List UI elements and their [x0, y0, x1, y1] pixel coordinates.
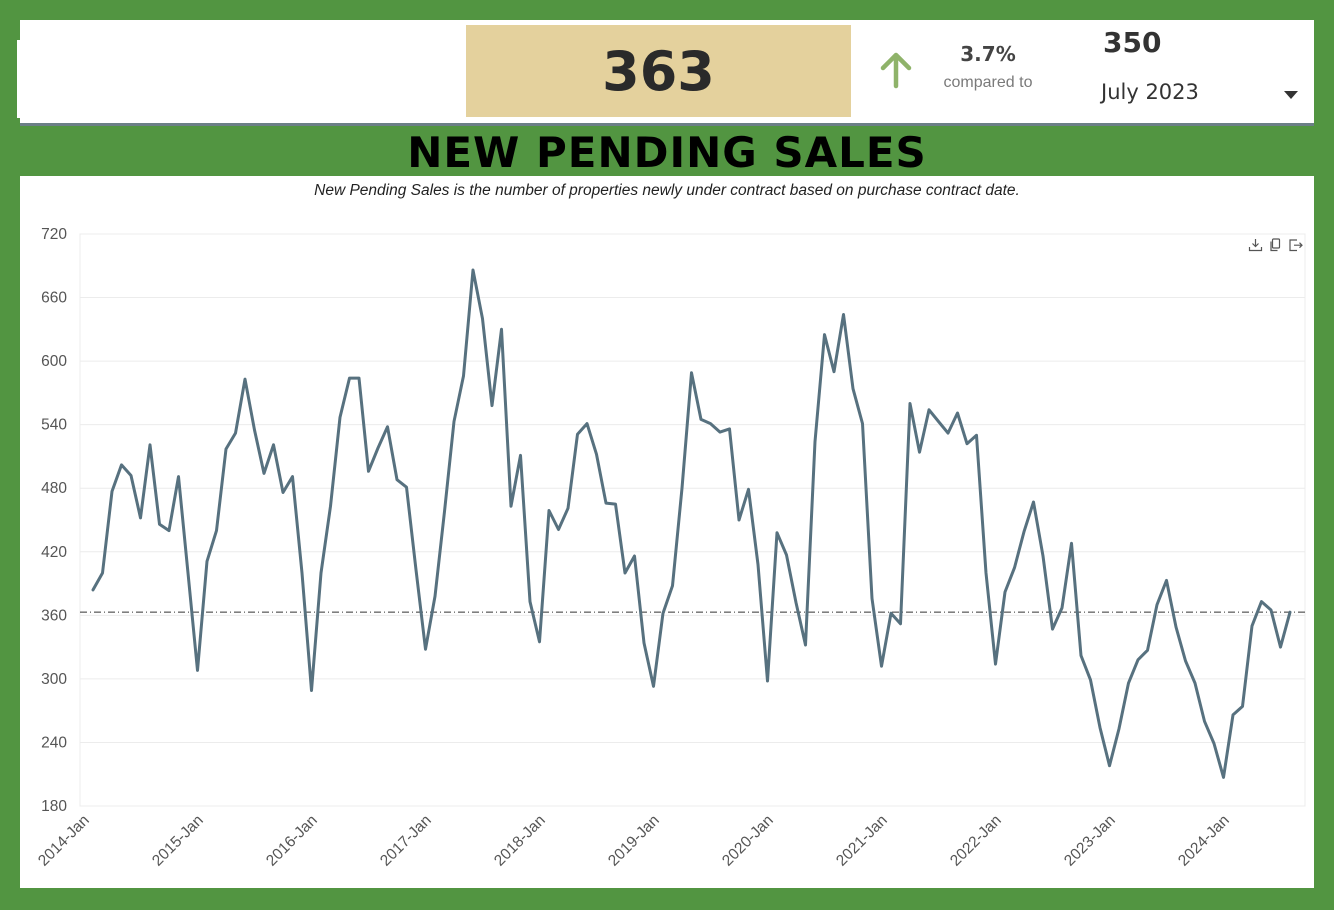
- kpi-value: 363: [602, 39, 715, 103]
- chevron-down-icon[interactable]: [1284, 91, 1298, 99]
- compared-to-label: compared to: [943, 74, 1033, 91]
- x-tick-label: 2022-Jan: [947, 812, 1005, 870]
- y-tick-label: 480: [41, 480, 67, 497]
- y-tick-label: 420: [41, 544, 67, 561]
- page-title: NEW PENDING SALES: [407, 128, 927, 177]
- y-tick-label: 540: [41, 417, 67, 434]
- kpi-box: 363: [466, 25, 851, 117]
- x-tick-label: 2016-Jan: [263, 812, 321, 870]
- period-select[interactable]: July 2023: [1101, 80, 1199, 104]
- y-tick-label: 360: [41, 607, 67, 624]
- x-tick-label: 2019-Jan: [605, 812, 663, 870]
- y-tick-label: 180: [41, 798, 67, 815]
- x-tick-label: 2015-Jan: [149, 812, 207, 870]
- change-percent: 3.7%: [960, 42, 1016, 66]
- arrow-up-icon: [880, 52, 912, 89]
- x-tick-label: 2023-Jan: [1061, 812, 1119, 870]
- copy-icon[interactable]: [1268, 238, 1283, 252]
- x-tick-label: 2021-Jan: [833, 812, 891, 870]
- y-tick-label: 600: [41, 353, 67, 370]
- chart-toolbar: [1248, 238, 1303, 252]
- x-tick-label: 2020-Jan: [719, 812, 777, 870]
- y-tick-label: 300: [41, 671, 67, 688]
- y-tick-label: 240: [41, 734, 67, 751]
- export-icon[interactable]: [1288, 238, 1303, 252]
- series-line: [91, 268, 1292, 779]
- chart-subtitle: New Pending Sales is the number of prope…: [314, 182, 1020, 199]
- summary-bar-edge: [17, 40, 20, 118]
- summary-bar: 363 3.7% compared to 350 July 2023: [17, 20, 1314, 126]
- chart-panel: New Pending Sales is the number of prope…: [20, 176, 1314, 888]
- previous-value: 350: [1103, 26, 1162, 59]
- y-tick-label: 660: [41, 290, 67, 307]
- download-icon[interactable]: [1248, 238, 1263, 252]
- x-tick-label: 2018-Jan: [491, 812, 549, 870]
- x-tick-label: 2017-Jan: [377, 812, 435, 870]
- x-tick-label: 2024-Jan: [1175, 812, 1233, 870]
- y-tick-label: 720: [41, 226, 67, 243]
- x-tick-label: 2014-Jan: [35, 812, 93, 870]
